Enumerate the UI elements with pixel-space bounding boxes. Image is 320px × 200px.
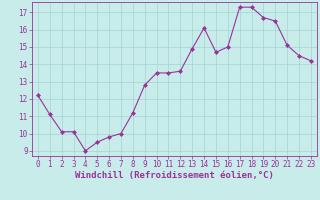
X-axis label: Windchill (Refroidissement éolien,°C): Windchill (Refroidissement éolien,°C): [75, 171, 274, 180]
